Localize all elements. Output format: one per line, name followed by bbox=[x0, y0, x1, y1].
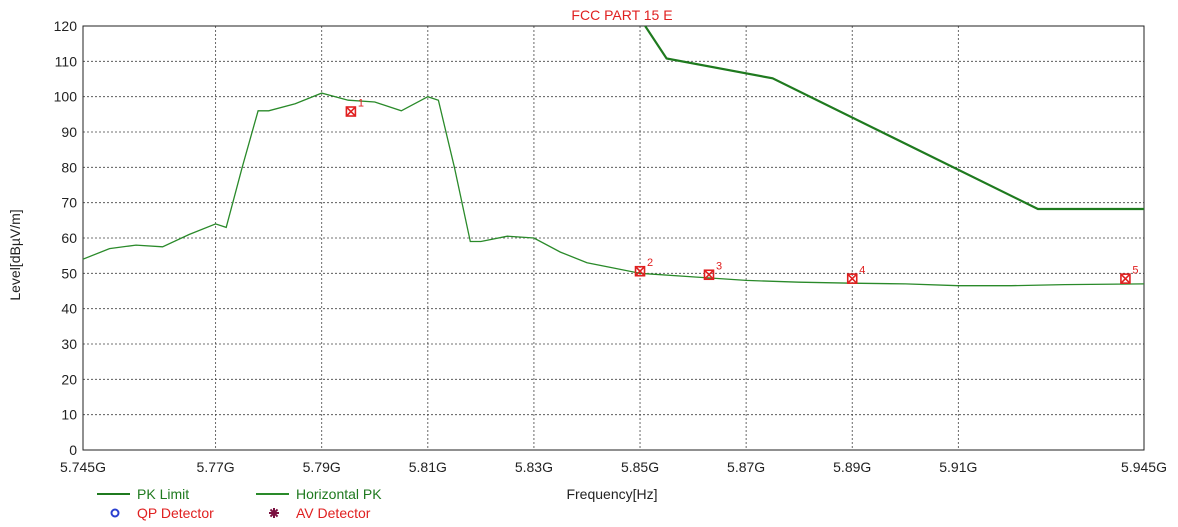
marker-cross bbox=[703, 269, 715, 280]
marker-label: 1 bbox=[358, 98, 364, 110]
legend: PK Limit Horizontal PK QP Detector AV Detec… bbox=[97, 486, 382, 521]
y-tick-label: 0 bbox=[69, 442, 77, 458]
y-tick-label: 50 bbox=[61, 265, 77, 281]
series-line-pk-limit bbox=[643, 26, 1144, 211]
y-tick-label: 110 bbox=[55, 53, 78, 69]
legend-label: AV Detector bbox=[296, 505, 371, 521]
y-tick-label: 20 bbox=[61, 371, 77, 387]
marker-cross bbox=[634, 266, 646, 277]
plot-frame bbox=[82, 25, 1145, 451]
y-tick-label: 120 bbox=[54, 18, 78, 34]
marker-2: 2 bbox=[634, 257, 653, 277]
marker-box bbox=[703, 269, 715, 281]
marker-cross bbox=[847, 273, 858, 284]
marker-cross bbox=[1120, 273, 1131, 284]
marker-4: 4 bbox=[846, 265, 865, 284]
series-layer bbox=[83, 26, 1144, 287]
y-axis-label: Level[dBµV/m] bbox=[7, 209, 23, 300]
plot-border bbox=[82, 25, 1145, 451]
marker-box bbox=[634, 265, 646, 277]
marker-label: 2 bbox=[647, 257, 653, 269]
legend-item-pk-limit: PK Limit bbox=[97, 486, 189, 502]
x-tick-label: 5.85G bbox=[621, 459, 659, 475]
y-tick-label: 80 bbox=[61, 159, 77, 175]
y-tick-label: 40 bbox=[61, 301, 77, 317]
y-axis-ticks: 0 10 20 30 40 50 60 70 80 90 100 110 120 bbox=[54, 18, 78, 458]
y-tick-label: 100 bbox=[54, 89, 78, 105]
y-tick-label: 60 bbox=[61, 230, 77, 246]
marker-3: 3 bbox=[703, 261, 722, 281]
marker-box bbox=[846, 273, 858, 284]
x-axis-label: Frequency[Hz] bbox=[566, 486, 657, 502]
x-tick-label: 5.79G bbox=[303, 459, 341, 475]
y-tick-label: 90 bbox=[61, 124, 77, 140]
chart-title: FCC PART 15 E bbox=[571, 7, 672, 23]
marker-box bbox=[345, 106, 357, 117]
marker-5: 5 bbox=[1120, 265, 1139, 284]
legend-item-av-detector: AV Detector bbox=[269, 505, 371, 521]
series-line-horizontal-pk bbox=[83, 92, 1144, 287]
marker-box bbox=[1120, 273, 1131, 284]
x-tick-label: 5.89G bbox=[833, 459, 871, 475]
marker-cross bbox=[345, 106, 356, 117]
legend-label: PK Limit bbox=[137, 486, 189, 502]
x-tick-label: 5.77G bbox=[197, 459, 235, 475]
legend-circle-icon bbox=[110, 508, 120, 518]
marker-1: 1 bbox=[345, 98, 364, 117]
marker-label: 4 bbox=[859, 265, 865, 277]
marker-label: 3 bbox=[716, 261, 722, 273]
x-tick-label: 5.83G bbox=[515, 459, 553, 475]
legend-item-qp-detector: QP Detector bbox=[110, 505, 214, 521]
legend-star-icon bbox=[269, 508, 279, 518]
x-axis-ticks: 5.745G 5.77G 5.79G 5.81G 5.83G 5.85G 5.87G 5.89… bbox=[60, 459, 1167, 475]
y-tick-label: 70 bbox=[61, 195, 77, 211]
grid-lines bbox=[82, 25, 1145, 451]
legend-item-horizontal-pk: Horizontal PK bbox=[256, 486, 382, 502]
x-tick-label: 5.81G bbox=[409, 459, 447, 475]
legend-label: QP Detector bbox=[137, 505, 214, 521]
x-tick-label: 5.945G bbox=[1121, 459, 1167, 475]
x-tick-label: 5.745G bbox=[60, 459, 106, 475]
y-tick-label: 10 bbox=[61, 407, 77, 423]
marker-label: 5 bbox=[1132, 265, 1138, 277]
marker-layer: 1 2 3 4 5 bbox=[345, 98, 1139, 284]
x-tick-label: 5.91G bbox=[939, 459, 977, 475]
legend-label: Horizontal PK bbox=[296, 486, 382, 502]
x-tick-label: 5.87G bbox=[727, 459, 765, 475]
y-tick-label: 30 bbox=[61, 336, 77, 352]
